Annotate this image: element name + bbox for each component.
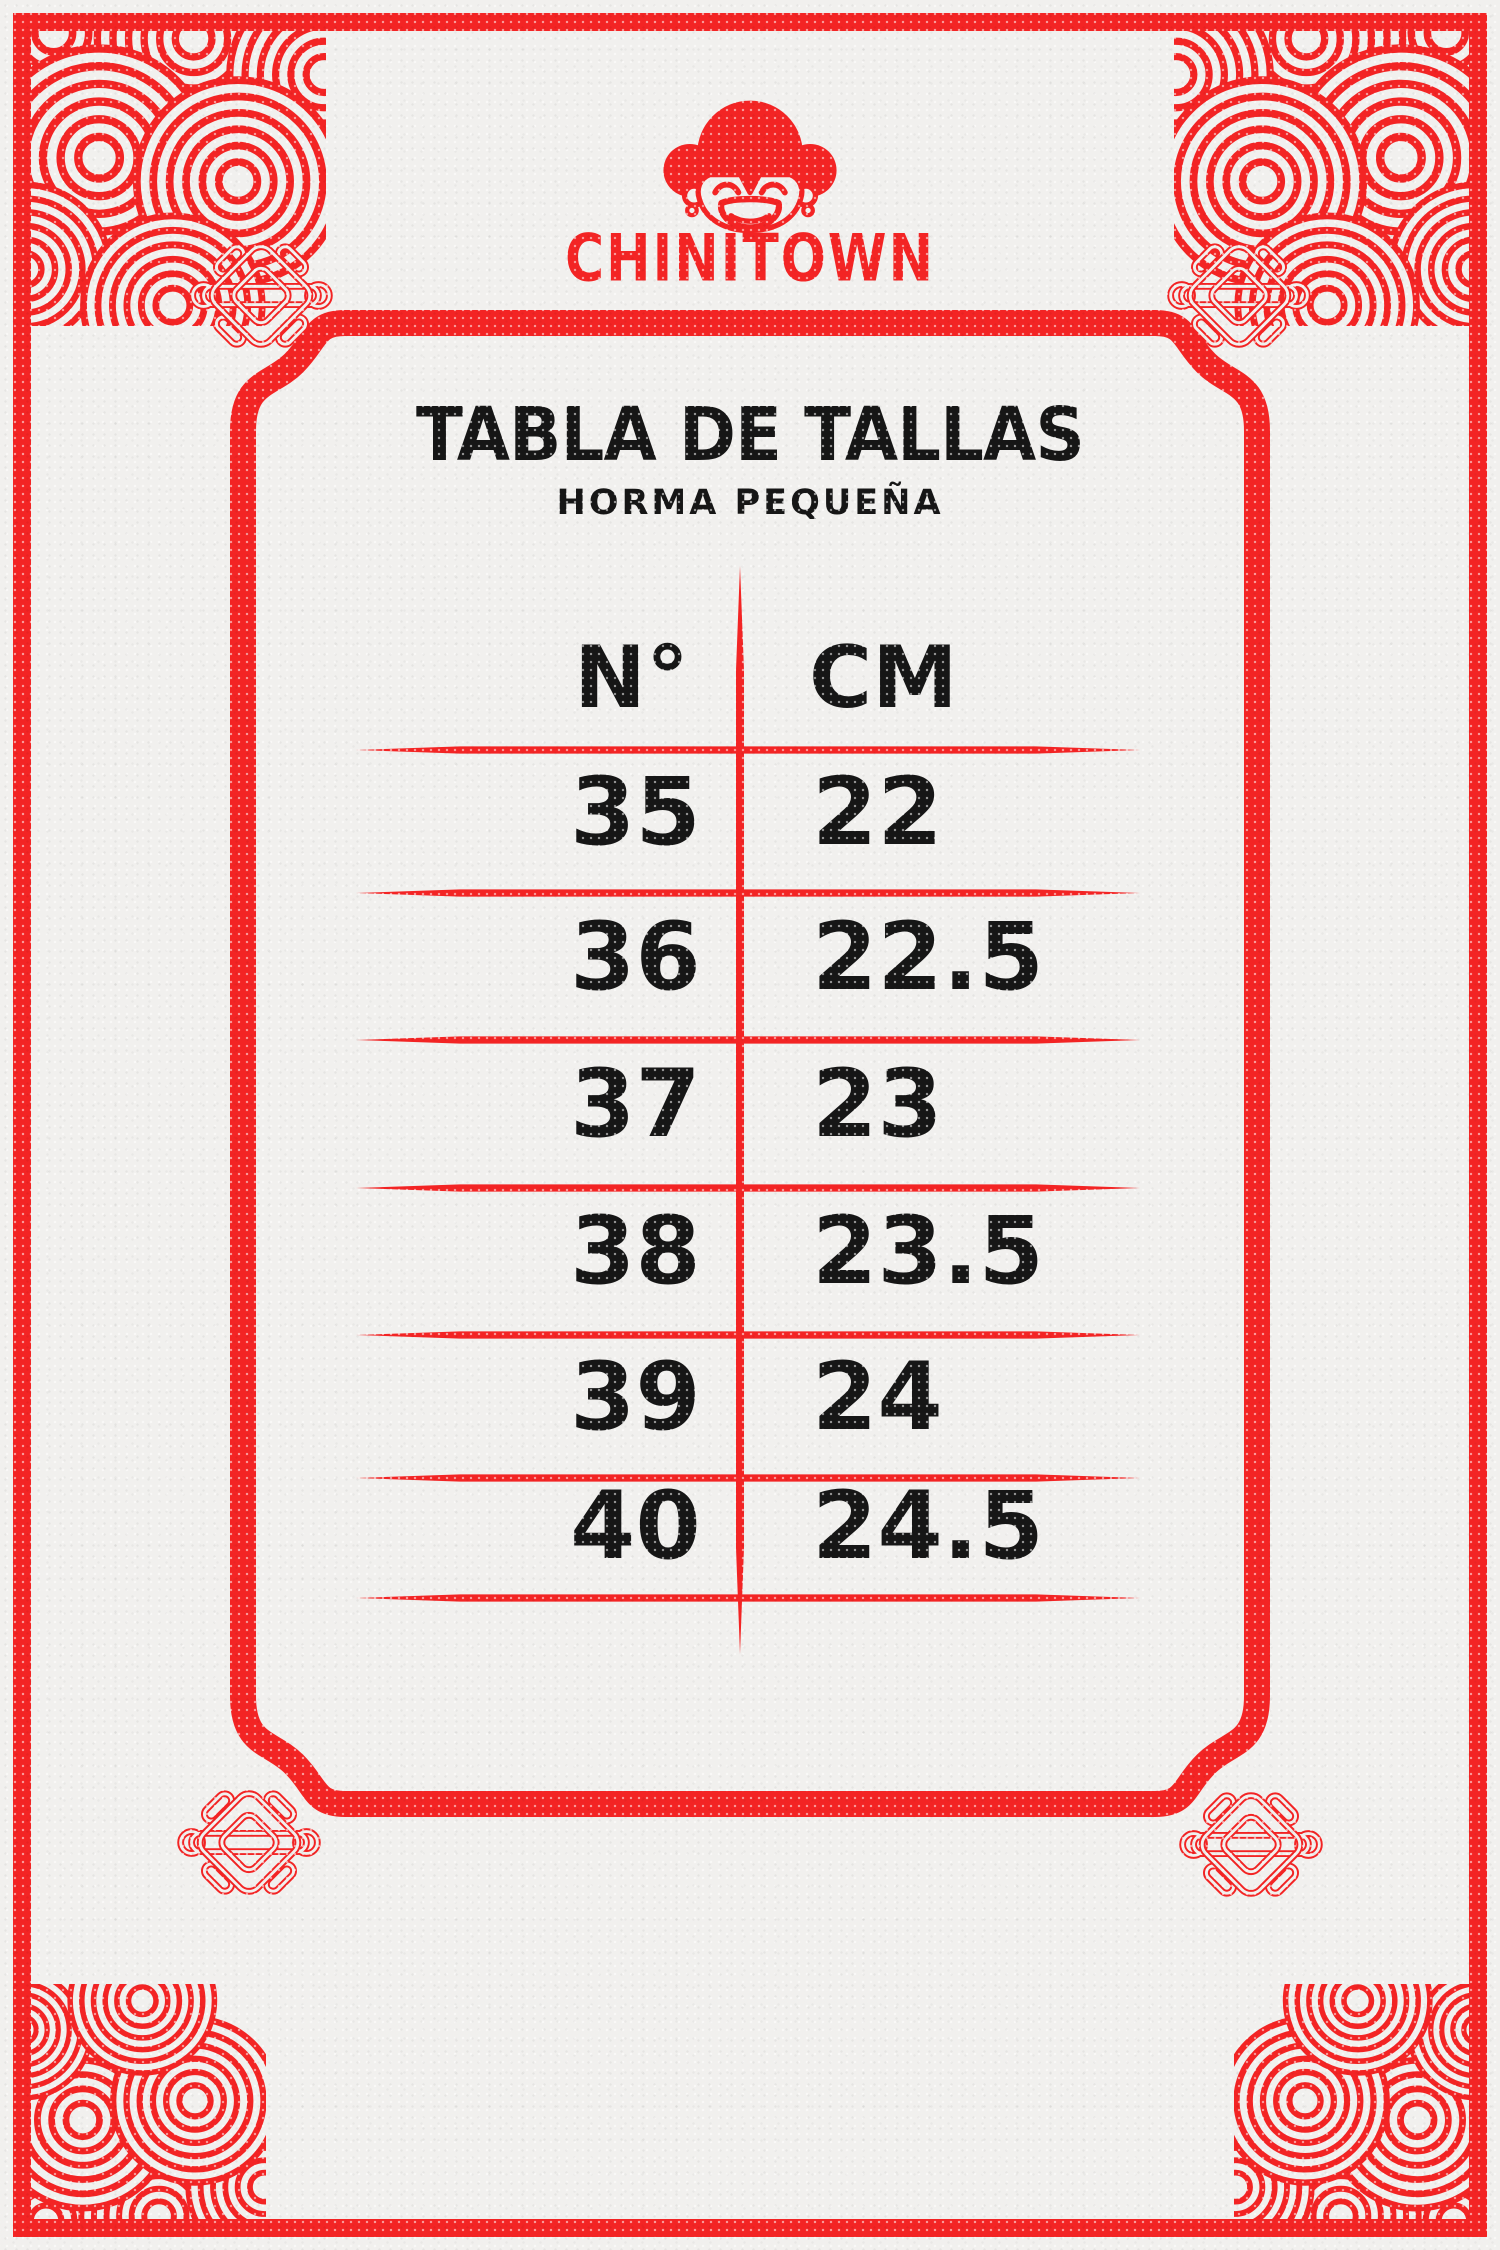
size-value: 39 <box>570 1343 701 1452</box>
cm-value: 22 <box>812 758 943 867</box>
cm-value: 24.5 <box>812 1472 1044 1581</box>
cm-value: 22.5 <box>812 903 1044 1012</box>
size-value: 35 <box>570 758 701 867</box>
cm-value: 23 <box>812 1050 943 1159</box>
outer-border <box>13 13 1487 2237</box>
size-value: 38 <box>570 1197 701 1306</box>
frame-outline <box>230 310 1270 1817</box>
size-value: 36 <box>570 903 701 1012</box>
size-value: 37 <box>570 1050 701 1159</box>
column-header-size: N° <box>574 628 689 728</box>
page-title: TABLA DE TALLAS <box>416 392 1085 478</box>
girl-with-buns-logo-icon <box>663 100 837 234</box>
cm-value: 23.5 <box>812 1197 1044 1306</box>
column-header-cm: CM <box>809 628 958 728</box>
brand-wordmark: CHINITOWN <box>564 219 936 297</box>
endless-knot-bottom-left-icon <box>176 1786 322 1899</box>
cm-value: 24 <box>812 1343 943 1452</box>
page-subtitle: HORMA PEQUEÑA <box>556 483 944 523</box>
endless-knot-bottom-right-icon <box>1178 1788 1324 1901</box>
table-rules <box>356 566 1140 1654</box>
size-value: 40 <box>570 1472 701 1581</box>
